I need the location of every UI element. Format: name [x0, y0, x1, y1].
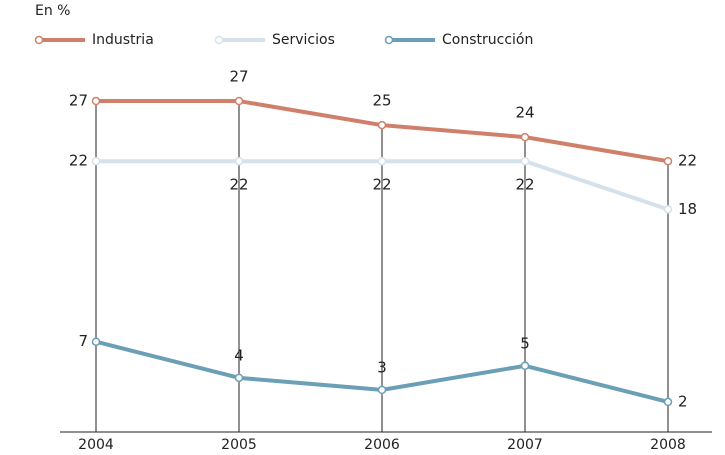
data-label: 5: [520, 334, 530, 352]
x-tick-label: 2004: [78, 437, 114, 453]
data-label: 3: [377, 358, 387, 376]
subtitle: En %: [35, 3, 70, 19]
x-tick-label: 2007: [507, 437, 543, 453]
data-label: 27: [69, 92, 88, 110]
data-label: 7: [78, 332, 88, 350]
data-label: 22: [372, 176, 391, 194]
data-label: 22: [229, 176, 248, 194]
point-marker: [234, 96, 244, 106]
point-marker: [377, 385, 387, 395]
legend-marker: [34, 35, 44, 45]
data-label: 22: [69, 152, 88, 170]
point-marker: [91, 96, 101, 106]
point-marker: [234, 373, 244, 383]
data-label: 25: [372, 92, 391, 110]
data-label: 2: [678, 392, 688, 410]
point-marker: [663, 205, 673, 214]
data-label: 24: [515, 104, 534, 122]
legend-marker: [214, 35, 224, 45]
legend-label: Servicios: [272, 32, 335, 48]
point-marker: [520, 156, 530, 166]
point-marker: [377, 156, 387, 166]
legend-label: Construcción: [442, 32, 533, 48]
point-marker: [91, 156, 101, 166]
point-marker: [520, 132, 530, 142]
point-marker: [520, 361, 530, 371]
point-marker: [377, 120, 387, 130]
point-marker: [91, 337, 101, 346]
point-marker: [234, 156, 244, 166]
legend-label: Industria: [92, 32, 154, 48]
data-label: 18: [678, 200, 697, 218]
x-tick-label: 2006: [364, 437, 400, 453]
legend-marker: [384, 35, 394, 45]
data-label: 22: [678, 152, 697, 170]
x-tick-label: 2008: [650, 437, 686, 453]
data-label: 22: [515, 176, 534, 194]
x-tick-label: 2005: [221, 437, 257, 453]
data-label: 27: [229, 68, 248, 86]
data-label: 4: [234, 346, 244, 364]
point-marker: [663, 397, 673, 407]
point-marker: [663, 156, 673, 166]
